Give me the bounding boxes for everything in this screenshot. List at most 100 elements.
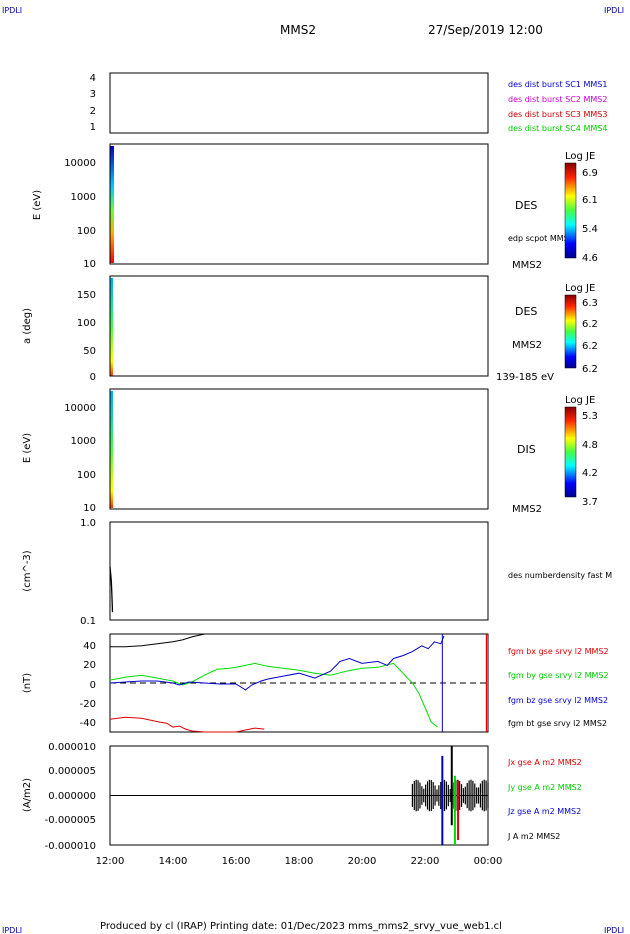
panel-bfield: (nT) 40 20 0 -20 -40 fgm bx gse srvy l2 … xyxy=(22,633,609,733)
bfield-ytick-0: 0 xyxy=(90,680,96,691)
dis-energy-instrument: DIS xyxy=(517,443,536,456)
bfield-ytick-20: 20 xyxy=(83,660,96,671)
des-pitch-spacecraft: MMS2 xyxy=(512,340,542,351)
burst-legend-sc2: des dist burst SC2 MMS2 xyxy=(508,95,607,104)
bfield-bx-line xyxy=(109,716,265,733)
panel-dis-energy: E (eV) 10000 1000 100 10 DIS MMS2 Log JE… xyxy=(22,388,598,515)
des-pitch-ytick-100: 100 xyxy=(77,318,96,329)
des-energy-extra: edp scpot MMS2 xyxy=(508,234,574,243)
des-energy-cb-tick-1: 6.1 xyxy=(582,195,598,206)
bfield-by-line xyxy=(109,662,438,728)
datetime-title: 27/Sep/2019 12:00 xyxy=(428,23,543,37)
density-legend: des numberdensity fast M xyxy=(508,571,612,580)
x-tick-label: 20:00 xyxy=(348,856,377,867)
x-tick-label: 18:00 xyxy=(285,856,314,867)
x-tick-label: 22:00 xyxy=(411,856,440,867)
des-pitch-ytick-50: 50 xyxy=(83,346,96,357)
current-ytick-p5: 0.000005 xyxy=(48,766,96,777)
panel-dis-energy-frame xyxy=(109,388,489,510)
des-energy-cb-tick-3: 4.6 xyxy=(582,253,598,264)
des-pitch-energy: 139-185 eV xyxy=(496,372,554,383)
bfield-ytick-m40: -40 xyxy=(80,718,96,729)
current-ytick-m5: -0.000005 xyxy=(45,815,96,826)
bfield-bt-line xyxy=(110,633,265,648)
density-ytick-01: 0.1 xyxy=(80,616,96,627)
corner-label-bottom-right: IPDLI xyxy=(604,926,624,934)
des-pitch-cb-tick-2: 6.2 xyxy=(582,341,598,352)
dis-energy-cb-tick-0: 5.3 xyxy=(582,411,598,422)
spacecraft-title: MMS2 xyxy=(280,23,316,37)
corner-label-top-right: IPDLI xyxy=(604,6,624,15)
dis-energy-spacecraft: MMS2 xyxy=(512,504,542,515)
burst-legend-sc1: des dist burst SC1 MMS1 xyxy=(508,80,607,89)
des-pitch-colorbar-title: Log JE xyxy=(565,283,595,294)
x-tick-label: 00:00 xyxy=(474,856,503,867)
burst-legend-sc4: des dist burst SC4 MMS4 xyxy=(508,124,607,133)
density-ytick-1: 1.0 xyxy=(80,518,96,529)
des-energy-ytick-10: 10 xyxy=(83,259,96,270)
panel-burst: 4 3 2 1 des dist burst SC1 MMS1 des dist… xyxy=(90,72,607,134)
current-series-group xyxy=(110,746,489,845)
current-legend-j: J A m2 MMS2 xyxy=(507,832,560,841)
burst-legend-sc3: des dist burst SC3 MMS3 xyxy=(508,110,607,119)
des-energy-ytick-1000: 1000 xyxy=(71,192,96,203)
des-energy-ylabel: E (eV) xyxy=(32,190,43,220)
panel-des-energy-frame xyxy=(109,143,489,265)
bfield-ytick-40: 40 xyxy=(83,641,96,652)
des-energy-colorbar xyxy=(564,162,577,259)
bfield-legend-by: fgm by gse srvy l2 MMS2 xyxy=(508,671,609,680)
bfield-bz-line xyxy=(109,635,445,691)
dis-energy-colorbar-title: Log JE xyxy=(565,395,595,406)
corner-label-bottom-left: IPDLI xyxy=(2,926,22,934)
bfield-ylabel: (nT) xyxy=(22,673,33,693)
panel-current: (A/m2) 0.000010 0.000005 0.000000 -0.000… xyxy=(22,742,582,852)
des-pitch-ytick-0: 0 xyxy=(90,372,96,383)
dis-energy-cb-tick-1: 4.8 xyxy=(582,440,598,451)
burst-ytick-1: 1 xyxy=(90,122,96,133)
des-pitch-instrument: DES xyxy=(515,305,537,318)
corner-label-top-left: IPDLI xyxy=(2,6,22,15)
des-pitch-ytick-150: 150 xyxy=(77,290,96,301)
dis-energy-ytick-10: 10 xyxy=(83,503,96,514)
current-ytick-0: 0.000000 xyxy=(48,791,96,802)
des-energy-ytick-10000: 10000 xyxy=(64,158,96,169)
x-tick-label: 16:00 xyxy=(222,856,251,867)
panel-des-energy: E (eV) 10000 1000 100 10 DES edp scpot M… xyxy=(32,143,598,271)
footer-text: Produced by cl (IRAP) Printing date: 01/… xyxy=(100,921,502,932)
bfield-legend-bz: fgm bz gse srvy l2 MMS2 xyxy=(508,696,608,705)
current-ylabel: (A/m2) xyxy=(22,778,33,812)
bfield-series-group xyxy=(109,633,488,733)
current-legend-jx: Jx gse A m2 MMS2 xyxy=(507,758,582,767)
dis-energy-spectrogram xyxy=(110,391,113,508)
des-energy-spectrogram xyxy=(110,146,114,263)
des-pitch-cb-tick-1: 6.2 xyxy=(582,319,598,330)
dis-energy-ylabel: E (eV) xyxy=(22,433,33,463)
dis-energy-ytick-100: 100 xyxy=(77,470,96,481)
dis-energy-cb-tick-3: 3.7 xyxy=(582,497,598,508)
dis-energy-ytick-1000: 1000 xyxy=(71,436,96,447)
panel-des-pitch: a (deg) 150 100 50 0 DES MMS2 139-185 eV… xyxy=(22,275,598,383)
bfield-ytick-m20: -20 xyxy=(80,699,96,710)
density-series-line xyxy=(109,566,114,613)
density-ylabel: (cm^-3) xyxy=(22,550,33,591)
des-pitch-cb-tick-0: 6.3 xyxy=(582,298,598,309)
current-legend-jz: Jz gse A m2 MMS2 xyxy=(507,807,581,816)
des-pitch-cb-tick-3: 6.2 xyxy=(582,364,598,375)
panel-des-pitch-frame xyxy=(109,275,489,377)
current-ytick-m10: -0.000010 xyxy=(45,841,96,852)
dis-energy-colorbar xyxy=(564,406,577,498)
panel-density: (cm^-3) 1.0 0.1 des numberdensity fast M xyxy=(22,518,612,627)
dis-energy-cb-tick-2: 4.2 xyxy=(582,468,598,479)
panel-density-frame xyxy=(109,521,489,621)
burst-ytick-2: 2 xyxy=(90,106,96,117)
des-energy-instrument: DES xyxy=(515,199,537,212)
des-pitch-ylabel: a (deg) xyxy=(22,308,33,344)
des-pitch-spectrogram xyxy=(110,278,113,376)
des-energy-colorbar-title: Log JE xyxy=(565,151,595,162)
bfield-legend-bx: fgm bx gse srvy l2 MMS2 xyxy=(508,647,609,656)
des-energy-cb-tick-2: 5.4 xyxy=(582,224,598,235)
x-tick-label: 12:00 xyxy=(96,856,125,867)
bfield-legend-bt: fgm bt gse srvy l2 MMS2 xyxy=(508,719,607,728)
dis-energy-ytick-10000: 10000 xyxy=(64,403,96,414)
